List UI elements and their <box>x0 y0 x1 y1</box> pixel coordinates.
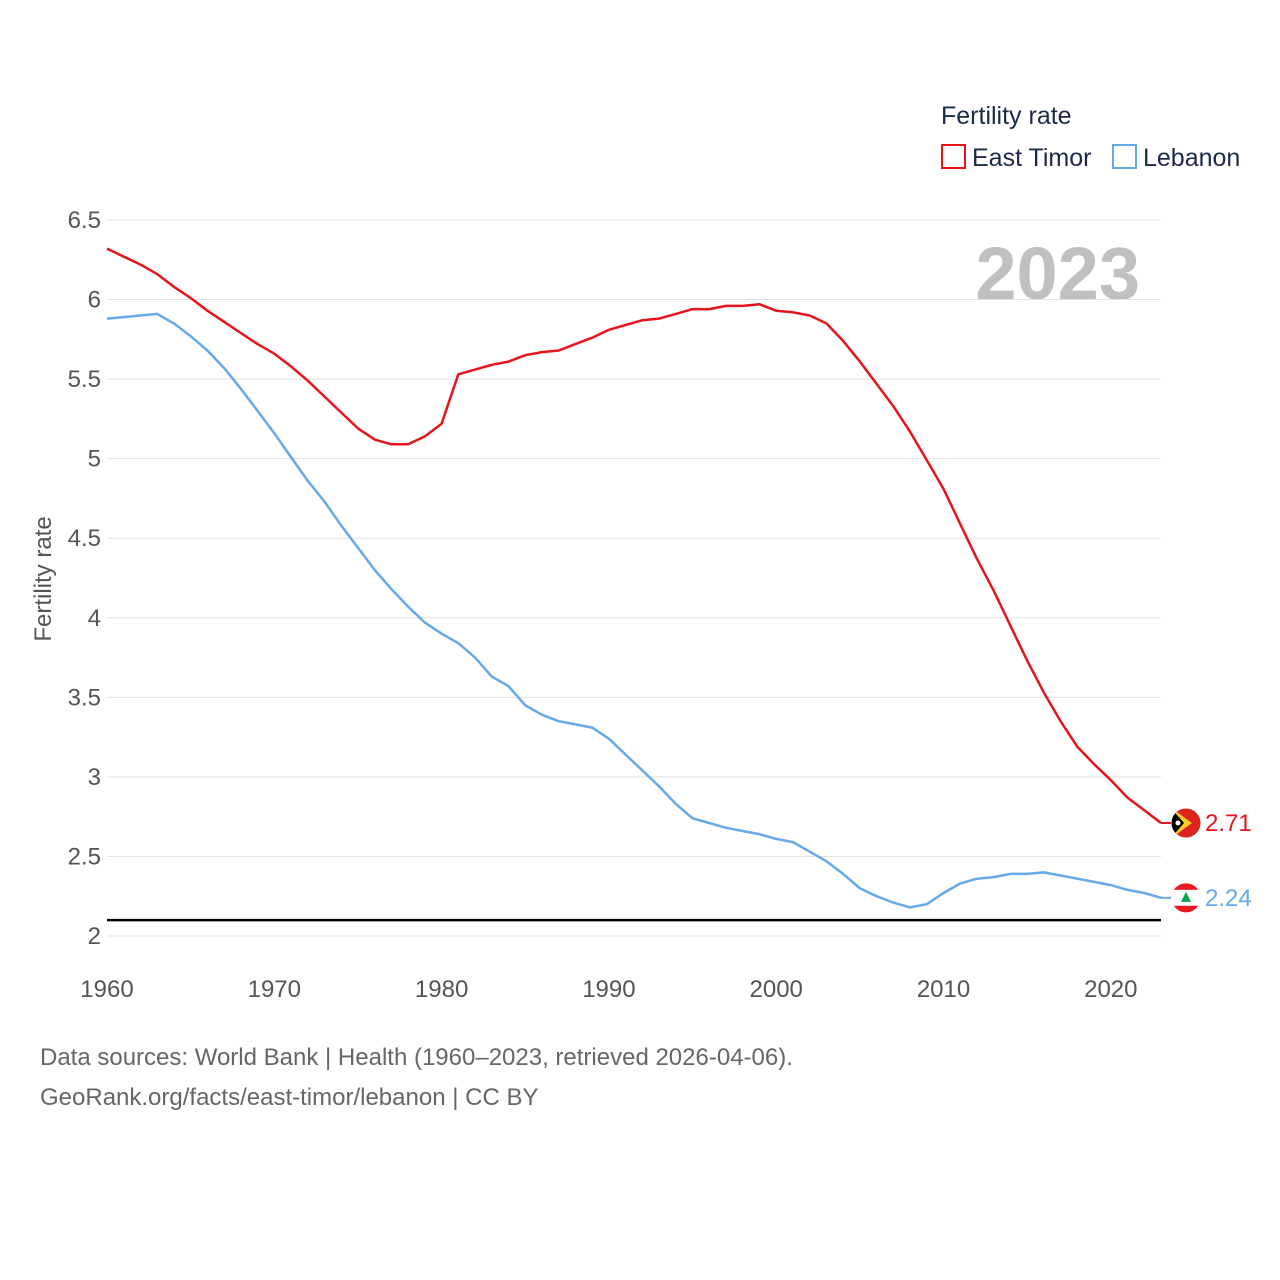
x-tick-label: 2010 <box>917 976 970 1003</box>
y-tick-label: 4.5 <box>68 525 101 552</box>
series-line-lebanon[interactable] <box>106 312 1162 909</box>
legend-swatch-east-timor <box>941 144 966 169</box>
y-tick-label: 2.5 <box>68 843 101 870</box>
legend-label-lebanon: Lebanon <box>1143 144 1240 172</box>
x-tick-label: 1970 <box>248 976 301 1003</box>
legend-item-lebanon[interactable]: Lebanon <box>1112 144 1240 172</box>
series-lines <box>106 247 1162 909</box>
y-tick-label: 6.5 <box>68 207 101 234</box>
series-line-east-timor[interactable] <box>106 247 1162 824</box>
y-axis-label: Fertility rate <box>30 516 57 641</box>
y-tick-label: 3 <box>88 764 101 791</box>
source-line-2[interactable]: GeoRank.org/facts/east-timor/lebanon | C… <box>40 1084 539 1111</box>
end-value-label: 2.71 <box>1205 810 1252 837</box>
lebanon-flag-icon <box>1170 882 1202 914</box>
y-tick-label: 6 <box>88 287 101 314</box>
legend-swatch-lebanon <box>1112 144 1137 169</box>
source-line-1: Data sources: World Bank | Health (1960–… <box>40 1044 793 1071</box>
legend-title: Fertility rate <box>941 102 1072 130</box>
x-tick-label: 1980 <box>415 976 468 1003</box>
x-tick-label: 1960 <box>80 976 133 1003</box>
y-tick-label: 5 <box>88 446 101 473</box>
end-markers: 2.71 2.24 <box>1161 807 1252 914</box>
end-value-label: 2.24 <box>1205 885 1252 912</box>
y-tick-label: 2 <box>88 923 101 950</box>
x-tick-label: 1990 <box>582 976 635 1003</box>
legend-label-east-timor: East Timor <box>972 144 1091 172</box>
y-tick-label: 5.5 <box>68 366 101 393</box>
east-timor-flag-icon <box>1170 807 1202 839</box>
x-tick-label: 2020 <box>1084 976 1137 1003</box>
year-watermark: 2023 <box>975 232 1140 315</box>
legend-item-east-timor[interactable]: East Timor <box>941 144 1091 172</box>
x-tick-label: 2000 <box>750 976 803 1003</box>
y-tick-label: 4 <box>88 605 101 632</box>
axis-ticks: 2 2.5 3 3.5 4 4.5 5 5.5 6 6.5 1960 1970 1980 1990 2000… <box>68 207 1138 1003</box>
y-tick-label: 3.5 <box>68 684 101 711</box>
grid-lines <box>107 219 1161 937</box>
